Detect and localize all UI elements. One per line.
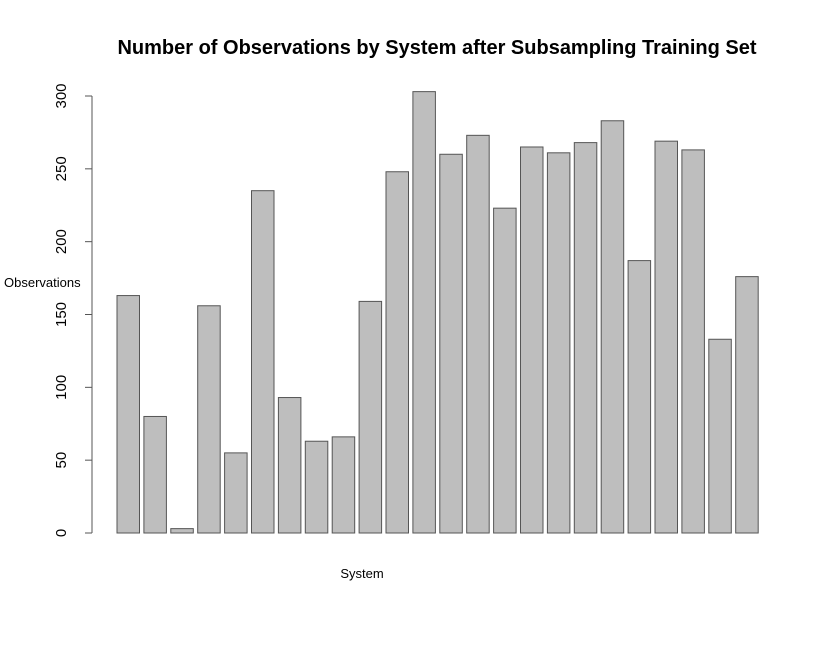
y-tick-label: 200 <box>53 229 70 254</box>
bar <box>116 295 140 534</box>
y-tick-label: 0 <box>53 529 70 537</box>
bar <box>197 305 221 534</box>
y-tick-label: 300 <box>53 83 70 108</box>
bar <box>600 120 625 534</box>
bar <box>573 142 598 534</box>
bar <box>439 153 463 534</box>
bar <box>331 436 356 534</box>
bar <box>546 152 571 534</box>
bar <box>170 528 194 534</box>
y-tick-label: 50 <box>53 452 70 469</box>
bar <box>681 149 705 534</box>
bar <box>277 397 302 534</box>
y-axis-label: Observations <box>4 275 81 290</box>
bar <box>385 171 409 534</box>
bar <box>627 260 652 534</box>
bar <box>224 452 248 534</box>
y-tick-label: 100 <box>53 375 70 400</box>
bar <box>654 140 678 534</box>
bar <box>412 91 436 534</box>
x-axis-label: System <box>340 566 383 581</box>
bar <box>251 190 275 534</box>
chart-title: Number of Observations by System after S… <box>117 37 756 59</box>
bar <box>735 276 759 534</box>
bar <box>520 146 544 534</box>
y-tick-label: 250 <box>53 156 70 181</box>
bar <box>466 134 490 534</box>
bar <box>358 300 383 534</box>
y-tick-label: 150 <box>53 302 70 327</box>
bar <box>304 440 329 534</box>
bar <box>493 207 517 534</box>
bar <box>708 338 732 534</box>
bar <box>143 415 167 534</box>
